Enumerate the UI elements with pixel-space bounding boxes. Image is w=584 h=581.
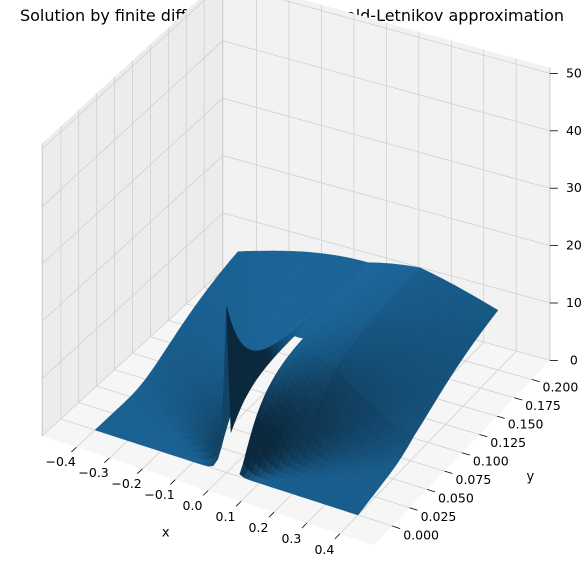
y-tick-label: 0.200 [543, 380, 579, 395]
y-tick-label: 0.050 [438, 490, 474, 505]
x-tick-label: −0.4 [46, 454, 76, 469]
x-tick-label: 0.1 [216, 509, 236, 524]
surface [94, 250, 499, 516]
z-tick-label: 20 [566, 238, 582, 253]
z-tick-label: 40 [566, 123, 582, 138]
x-tick-label: 0.2 [249, 520, 269, 535]
z-tick-label: 0 [570, 352, 578, 367]
y-tick-label: 0.075 [456, 472, 492, 487]
y-tick-label: 0.125 [490, 435, 526, 450]
x-tick-label: −0.1 [144, 487, 174, 502]
y-tick-label: 0.175 [525, 398, 561, 413]
x-axis-label: x [162, 525, 170, 540]
y-tick-label: 0.150 [508, 417, 544, 432]
y-tick-label: 0.100 [473, 454, 509, 469]
y-axis-label: y [527, 470, 535, 485]
axis-ticks: −0.4−0.3−0.2−0.1 0.0 0.1 0.2 0.3 0.4 x 0.000 0.0… [46, 65, 582, 557]
x-tick-label: −0.2 [111, 476, 141, 491]
z-tick-label: 10 [566, 295, 582, 310]
x-tick-label: 0.0 [183, 498, 203, 513]
x-tick-label: 0.4 [314, 542, 334, 557]
z-tick-label: 30 [566, 180, 582, 195]
y-tick-label: 0.025 [421, 509, 457, 524]
x-tick-label: 0.3 [281, 531, 301, 546]
y-tick-label: 0.000 [403, 527, 439, 542]
x-tick-label: −0.3 [78, 465, 108, 480]
z-tick-label: 50 [566, 65, 582, 80]
